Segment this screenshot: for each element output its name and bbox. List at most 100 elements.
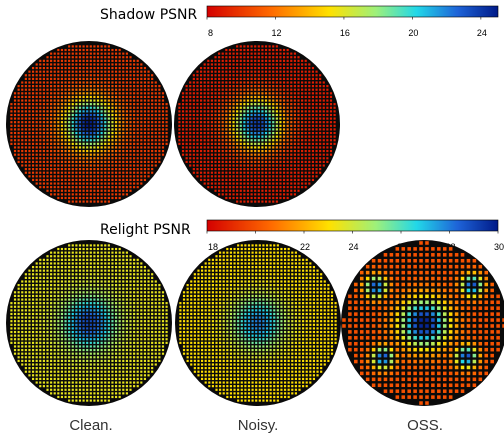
heatmap-cell — [204, 352, 207, 355]
heatmap-cell — [199, 146, 203, 149]
heatmap-cell — [118, 374, 121, 377]
heatmap-cell — [82, 45, 85, 48]
heatmap-cell — [257, 63, 260, 66]
heatmap-cell — [243, 63, 246, 66]
heatmap-cell — [39, 374, 42, 377]
heatmap-cell — [279, 128, 282, 131]
heatmap-cell — [31, 85, 35, 88]
heatmap-cell — [275, 175, 278, 178]
heatmap-cell — [257, 157, 260, 160]
heatmap-cell — [39, 309, 42, 312]
heatmap-cell — [193, 356, 196, 359]
heatmap-cell — [204, 284, 207, 287]
heatmap-cell — [35, 121, 38, 124]
heatmap-cell — [207, 168, 210, 171]
heatmap-cell — [196, 153, 199, 156]
heatmap-cell — [236, 95, 239, 99]
heatmap-cell — [118, 59, 121, 62]
heatmap-cell — [75, 121, 78, 124]
heatmap-cell — [114, 146, 118, 149]
heatmap-cell — [64, 135, 67, 138]
heatmap-cell — [31, 316, 35, 319]
heatmap-cell — [96, 298, 100, 301]
heatmap-cell — [64, 81, 67, 84]
heatmap-cell — [68, 305, 71, 308]
heatmap-cell — [107, 352, 110, 355]
heatmap-cell — [311, 113, 315, 117]
heatmap-cell — [161, 316, 165, 319]
heatmap-cell — [250, 52, 253, 55]
heatmap-cell — [35, 320, 38, 323]
heatmap-cell — [208, 352, 211, 355]
heatmap-cell — [39, 345, 42, 348]
heatmap-cell — [78, 196, 82, 200]
heatmap-cell — [82, 291, 85, 294]
heatmap-cell — [21, 356, 24, 359]
heatmap-cell — [31, 142, 35, 145]
heatmap-cell — [71, 81, 74, 84]
heatmap-cell — [35, 374, 38, 377]
heatmap-cell — [100, 149, 103, 153]
heatmap-cell — [140, 70, 143, 73]
heatmap-cell — [129, 131, 132, 135]
heatmap-cell — [228, 113, 232, 117]
heatmap-cell — [93, 131, 96, 135]
heatmap-cell — [221, 189, 224, 192]
heatmap-cell — [93, 45, 96, 48]
heatmap-cell — [17, 356, 20, 359]
heatmap-cell — [24, 345, 27, 348]
heatmap-cell — [107, 153, 110, 156]
heatmap-cell — [28, 341, 31, 344]
heatmap-cell — [75, 367, 78, 370]
heatmap-cell — [181, 110, 185, 113]
heatmap-cell — [225, 135, 228, 138]
heatmap-cell — [89, 305, 92, 308]
heatmap-cell — [297, 160, 300, 163]
heatmap-cell — [243, 121, 246, 124]
heatmap-cell — [122, 334, 125, 337]
heatmap-cell — [301, 92, 304, 95]
heatmap-cell — [199, 117, 203, 120]
heatmap-cell — [122, 135, 125, 138]
heatmap-cell — [111, 113, 114, 117]
heatmap-cell — [261, 164, 264, 167]
heatmap-cell — [125, 146, 128, 149]
heatmap-cell — [100, 135, 103, 138]
heatmap-cell — [210, 66, 213, 70]
heatmap-cell — [64, 291, 67, 294]
heatmap-cell — [64, 74, 67, 77]
heatmap-cell — [211, 280, 214, 283]
heatmap-cell — [39, 294, 42, 298]
heatmap-cell — [264, 74, 268, 77]
heatmap-cell — [53, 85, 56, 88]
heatmap-cell — [154, 142, 157, 145]
heatmap-cell — [118, 153, 121, 156]
heatmap-cell — [158, 113, 161, 117]
heatmap-cell — [268, 128, 271, 131]
heatmap-cell — [125, 381, 128, 384]
heatmap-cell — [192, 171, 195, 174]
heatmap-cell — [211, 291, 214, 294]
heatmap-cell — [82, 110, 85, 113]
heatmap-cell — [140, 81, 143, 84]
heatmap-cell — [60, 99, 64, 102]
heatmap-cell — [225, 70, 228, 73]
heatmap-cell — [218, 157, 221, 160]
heatmap-cell — [17, 106, 20, 109]
heatmap-cell — [165, 338, 168, 341]
heatmap-cell — [71, 251, 74, 254]
heatmap-cell — [326, 106, 329, 109]
heatmap-cell — [293, 149, 296, 153]
heatmap-cell — [39, 385, 42, 388]
heatmap-cell — [272, 171, 275, 174]
heatmap-cell — [114, 92, 118, 95]
heatmap-cell — [129, 334, 132, 337]
heatmap-cell — [218, 77, 221, 80]
heatmap-cell — [24, 359, 27, 362]
heatmap-cell — [64, 294, 67, 298]
heatmap-cell — [218, 52, 221, 55]
heatmap-cell — [122, 280, 125, 283]
heatmap-cell — [136, 59, 139, 62]
heatmap-cell — [228, 74, 232, 77]
heatmap-cell — [118, 385, 121, 388]
